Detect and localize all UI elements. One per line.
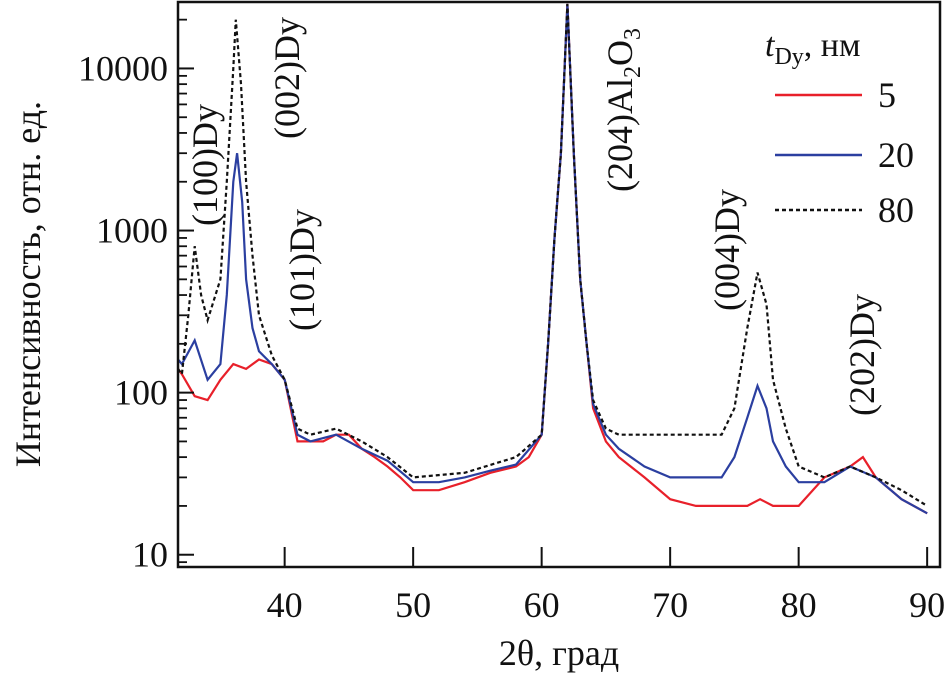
legend-label-80: 80	[878, 190, 914, 230]
peak-label: (100)Dy	[185, 104, 225, 226]
x-tick-label: 90	[909, 585, 945, 625]
x-tick-label: 50	[395, 585, 431, 625]
legend-label-20: 20	[878, 135, 914, 175]
series-layer	[177, 3, 928, 515]
legend-title-t: t	[765, 27, 776, 64]
x-tick-label: 80	[781, 585, 817, 625]
ticks-layer: 40 50 60 70 80 90 10 100 1000 10000	[78, 18, 945, 625]
series-line-80	[177, 3, 928, 507]
x-tick-label: 40	[267, 585, 303, 625]
y-axis-label: Интенсивность, отн. ед.	[8, 101, 48, 467]
peak-label: (002)Dy	[267, 17, 307, 139]
legend-title: tDy, нм	[765, 27, 861, 70]
plot-frame	[176, 0, 942, 569]
legend-title-unit: , нм	[804, 27, 861, 64]
peak-label: (204)Al2O3	[600, 28, 646, 192]
x-tick-label: 70	[652, 585, 688, 625]
peak-label: (101)Dy	[282, 209, 322, 331]
x-tick-label: 60	[524, 585, 560, 625]
y-tick-label: 10	[132, 535, 168, 575]
legend-label-5: 5	[878, 75, 896, 115]
y-tick-label: 1000	[96, 211, 168, 251]
x-axis-label: 2θ, град	[499, 633, 619, 673]
legend: tDy, нм 5 20 80	[765, 27, 914, 230]
series-line-20	[177, 3, 928, 515]
annotations: (100)Dy (002)Dy (101)Dy (204)Al2O3 (004)Dy (2…	[185, 17, 882, 416]
y-tick-label: 10000	[78, 48, 168, 88]
y-tick-label: 100	[114, 373, 168, 413]
peak-label: (004)Dy	[707, 189, 747, 311]
legend-title-sub: Dy	[774, 44, 803, 70]
peak-label: (202)Dy	[842, 294, 882, 416]
